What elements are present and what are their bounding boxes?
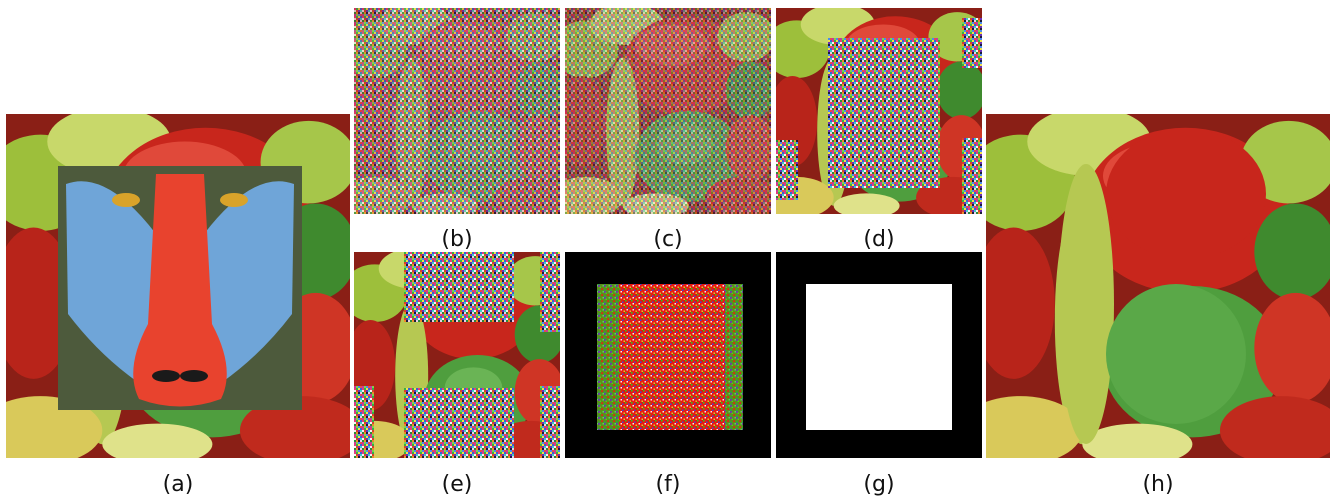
panel-e-image <box>354 252 560 458</box>
panel-c-image <box>565 8 771 214</box>
caption-g: (g) <box>863 472 895 497</box>
caption-a: (a) <box>162 472 194 497</box>
caption-e: (e) <box>441 472 473 497</box>
panel-d-image <box>776 8 982 214</box>
caption-f: (f) <box>655 472 681 497</box>
panel-b-image <box>354 8 560 214</box>
caption-d: (d) <box>863 227 895 252</box>
caption-b: (b) <box>441 227 473 252</box>
caption-h: (h) <box>1142 472 1174 497</box>
panel-a-image <box>6 114 350 458</box>
panel-h-image <box>986 114 1330 458</box>
panel-f-image <box>565 252 771 458</box>
panel-g-image <box>776 252 982 458</box>
mandrill-face <box>58 166 302 410</box>
caption-c: (c) <box>653 227 683 252</box>
